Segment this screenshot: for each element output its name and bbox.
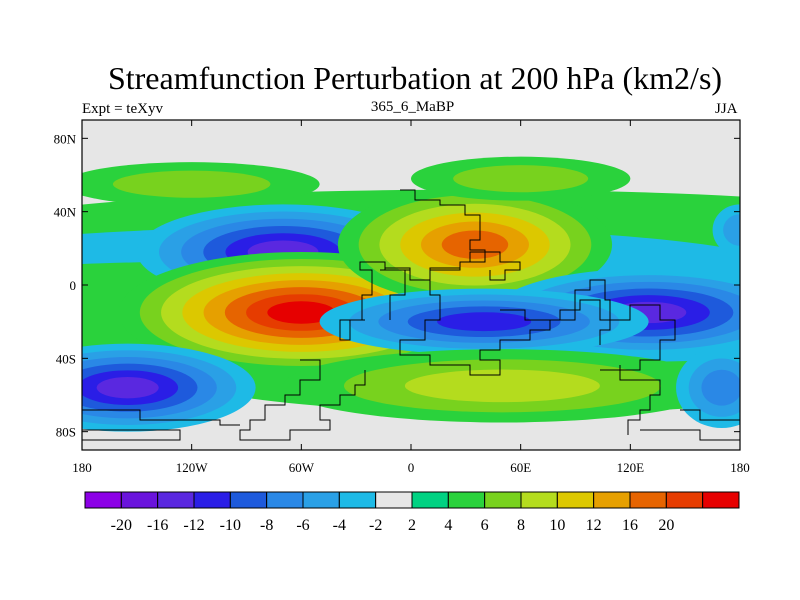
- colorbar-swatch: [702, 491, 740, 509]
- africa-coast: [380, 269, 611, 376]
- indonesia-coast: [500, 299, 676, 371]
- asia-coast: [430, 251, 521, 281]
- colorbar-label: -12: [183, 517, 204, 534]
- high-arctic-level-2: [453, 165, 589, 193]
- low-far-east: [712, 204, 740, 256]
- low-indian-ocean: [319, 288, 649, 355]
- low-south-pacific: [82, 343, 256, 432]
- high-eurasia-level-6: [441, 230, 509, 259]
- chart-title: Streamfunction Perturbation at 200 hPa (…: [107, 60, 723, 96]
- colorbar-swatch: [375, 491, 413, 509]
- colorbar-label: -10: [220, 517, 241, 534]
- colorbar-swatch: [266, 491, 304, 509]
- experiment-label: Expt = teXyv: [82, 101, 163, 117]
- high-southern-ocean-level-3: [404, 369, 600, 403]
- season-label: JJA: [715, 101, 738, 117]
- y-axis: 80N 40N 0 40S 80S: [54, 131, 740, 440]
- coastline-outline: [82, 189, 740, 441]
- colorbar-label: -8: [260, 517, 273, 534]
- colorbar-label: 16: [622, 517, 638, 534]
- colorbar-label: 12: [586, 517, 602, 534]
- y-tick-label: 0: [70, 278, 77, 293]
- colorbar-swatch: [556, 491, 595, 509]
- colorbar-label: 2: [408, 517, 416, 534]
- high-north-pacific: [82, 162, 320, 207]
- x-tick-label: 180: [72, 460, 92, 475]
- colorbar-label: 10: [549, 517, 565, 534]
- colorbar-label: -6: [296, 517, 309, 534]
- y-tick-label: 40N: [54, 205, 77, 220]
- colorbar-swatch: [338, 491, 377, 509]
- high-south-atlantic-level-8: [267, 301, 336, 324]
- colorbar-swatch: [157, 491, 195, 509]
- colorbar-label: 8: [517, 517, 525, 534]
- colorbar-swatch: [229, 491, 268, 509]
- x-axis: 180 120W 60W 0 60E 120E 180: [72, 120, 750, 475]
- y-tick-label: 40S: [56, 351, 76, 366]
- colorbar-label: 20: [658, 517, 674, 534]
- colorbar-label: 4: [444, 517, 452, 534]
- low-south-indian-level-3: [701, 369, 740, 406]
- colorbar-swatch: [411, 491, 449, 509]
- x-tick-label: 180: [730, 460, 750, 475]
- x-tick-label: 60E: [510, 460, 531, 475]
- high-arctic: [411, 156, 631, 201]
- colorbar-label: -16: [147, 517, 168, 534]
- x-tick-label: 0: [408, 460, 415, 475]
- colorbar-swatch: [665, 491, 704, 509]
- colorbar-label: -4: [333, 517, 346, 534]
- x-tick-label: 120W: [176, 460, 209, 475]
- colorbar-swatch: [447, 491, 486, 509]
- low-south-pacific-level-6: [96, 377, 159, 399]
- antarctica-coast: [82, 409, 740, 441]
- low-indian-ocean-level-5: [437, 312, 532, 332]
- low-south-indian: [676, 347, 740, 428]
- x-tick-label: 60W: [289, 460, 315, 475]
- colorbar-swatch: [593, 491, 631, 509]
- contour-fields: [82, 156, 740, 432]
- low-far-east-level-2: [723, 214, 740, 246]
- colorbar-label: -20: [111, 517, 132, 534]
- greenland-coast: [360, 261, 406, 320]
- colorbar-swatch: [120, 491, 159, 509]
- australia-coast: [600, 369, 661, 435]
- colorbar-swatch: [484, 491, 522, 509]
- colorbar-swatch: [84, 491, 122, 509]
- colorbar: -20 -16 -12 -10 -8 -6 -4 -2 2 4 6 8 10 12 16 20: [84, 491, 740, 534]
- colorbar-swatch: [302, 491, 340, 509]
- run-label: 365_6_MaBP: [370, 99, 455, 115]
- colorbar-swatch: [520, 491, 558, 509]
- north-africa-europe-coast: [339, 189, 486, 341]
- south-america-coast: [239, 359, 366, 441]
- y-tick-label: 80N: [54, 131, 77, 146]
- x-tick-label: 120E: [617, 460, 645, 475]
- high-north-pacific-level-2: [112, 170, 271, 198]
- high-southern-ocean: [283, 349, 722, 423]
- colorbar-swatch: [193, 491, 231, 509]
- y-tick-label: 80S: [56, 425, 76, 440]
- colorbar-swatch: [629, 491, 667, 509]
- high-eurasia: [337, 186, 613, 304]
- colorbar-label: 6: [481, 517, 489, 534]
- colorbar-label: -2: [369, 517, 382, 534]
